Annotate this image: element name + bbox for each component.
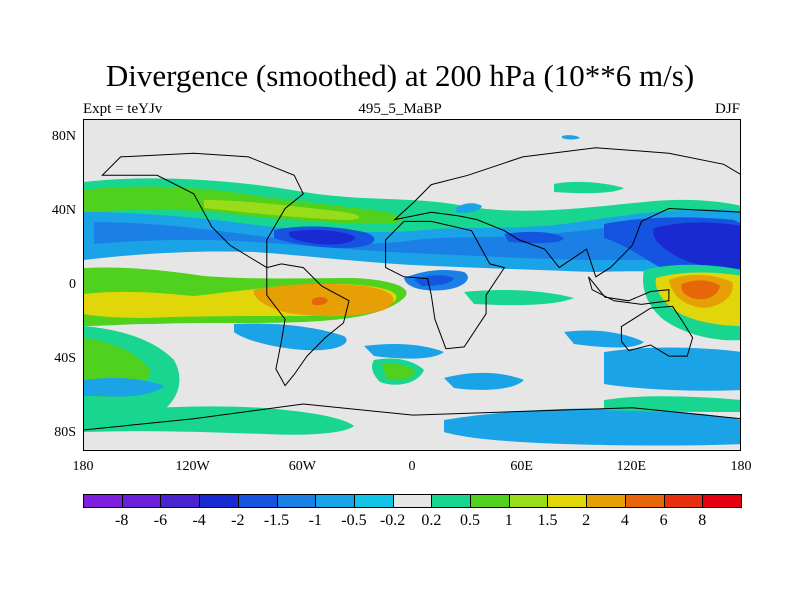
- x-tick-label: 0: [408, 459, 416, 474]
- contour-so-lightgreen: [84, 406, 354, 435]
- colorbar-swatch: [508, 494, 549, 508]
- colorbar-swatch: [160, 494, 201, 508]
- colorbar-swatch: [199, 494, 239, 508]
- coastline-south-america: [266, 263, 350, 387]
- x-tick-label: 120W: [175, 459, 210, 474]
- y-tick-label: 40S: [54, 350, 76, 366]
- contour-wp-red: [681, 280, 720, 300]
- colorbar-tick-label: -4: [192, 512, 206, 529]
- colorbar-tick-label: -0.5: [341, 512, 367, 529]
- season-label: DJF: [714, 101, 740, 117]
- coastline-australia: [620, 305, 694, 357]
- colorbar-swatch: [547, 494, 588, 508]
- colorbar-tick-label: -8: [115, 512, 129, 529]
- y-tick-label: 40N: [51, 203, 76, 219]
- contour-sh-lightgreen-indian: [382, 363, 416, 380]
- contour-eq-redorange-a: [312, 297, 328, 306]
- coastline-eurasia: [393, 147, 740, 278]
- colorbar-tick-label: -0.2: [379, 512, 406, 529]
- y-tick-label: 80S: [54, 424, 76, 440]
- contour-so-green-east: [604, 396, 740, 412]
- colorbar-tick-label: 6: [659, 512, 668, 529]
- colorbar-tick-label: 1: [504, 512, 513, 529]
- colorbar-swatch: [392, 494, 433, 508]
- contour-sh-blue-e-pacific: [444, 372, 524, 390]
- colorbar-swatch: [276, 494, 317, 508]
- contour-eq-green-east: [464, 290, 574, 306]
- colorbar-swatch: [83, 494, 123, 508]
- colorbar: [83, 494, 742, 508]
- contour-sh-blue-b: [364, 344, 444, 359]
- contour-nh-yellowgreen: [204, 200, 359, 220]
- divergence-field: [84, 120, 740, 450]
- y-tick-label: 80N: [51, 129, 76, 145]
- colorbar-tick-label: -2: [231, 512, 245, 529]
- contour-sh-blue-a: [234, 323, 347, 351]
- colorbar-swatch: [663, 494, 704, 508]
- contour-arctic-blue: [562, 135, 580, 140]
- x-tick-label: 180: [72, 459, 94, 474]
- colorbar-swatch: [315, 494, 355, 508]
- y-tick-label: 0: [69, 277, 76, 292]
- colorbar-tick-label: 0.5: [460, 512, 481, 529]
- experiment-label: Expt = teYJv: [83, 101, 163, 117]
- contour-so-blue-west: [84, 378, 164, 397]
- contour-so-blue-east: [444, 408, 740, 446]
- colorbar-tick-label: 8: [698, 512, 707, 529]
- x-tick-label: 120E: [616, 459, 647, 474]
- coastline-antarctica: [84, 403, 740, 431]
- coastline-africa: [385, 220, 506, 350]
- map-plot-area: [83, 119, 741, 451]
- colorbar-swatch: [237, 494, 278, 508]
- contour-siberia-green: [554, 181, 624, 194]
- colorbar-swatch: [121, 494, 162, 508]
- colorbar-swatch: [624, 494, 665, 508]
- contour-sh-blue-c: [564, 330, 644, 348]
- coastline-north-america: [101, 152, 304, 269]
- contour-nh-strongblue-b: [653, 222, 740, 270]
- colorbar-swatch: [586, 494, 626, 508]
- colorbar-tick-label: 2: [582, 512, 591, 529]
- contour-nh-midblue: [94, 220, 740, 262]
- colorbar-swatch: [702, 494, 742, 508]
- x-tick-label: 60W: [288, 459, 316, 474]
- run-id-label: 495_5_MaBP: [358, 101, 442, 117]
- contour-atlantic-blue-blob: [456, 203, 482, 213]
- map-title: Divergence (smoothed) at 200 hPa (10**6 …: [105, 58, 695, 93]
- x-tick-label: 180: [730, 459, 752, 474]
- colorbar-tick-label: 1.5: [537, 512, 558, 529]
- colorbar-swatch: [431, 494, 472, 508]
- colorbar-tick-label: -1.5: [263, 512, 290, 529]
- contour-sh-blue-pacific: [604, 347, 740, 391]
- coastline-indonesia: [588, 276, 670, 305]
- colorbar-tick-label: -6: [153, 512, 168, 529]
- colorbar-tick-label: -1: [308, 512, 322, 529]
- colorbar-tick-label: 4: [620, 512, 629, 529]
- contour-nh-strongblue-a: [288, 229, 355, 245]
- x-tick-label: 60E: [510, 459, 533, 474]
- colorbar-tick-label: 0.2: [421, 512, 442, 529]
- colorbar-swatch: [353, 494, 394, 508]
- colorbar-swatch: [470, 494, 510, 508]
